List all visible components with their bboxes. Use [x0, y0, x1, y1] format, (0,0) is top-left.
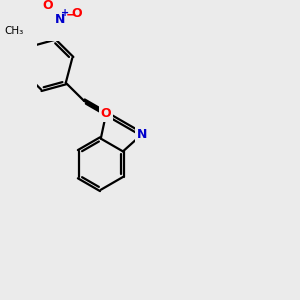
Text: −: − — [66, 8, 76, 21]
Text: N: N — [137, 128, 147, 141]
Text: N: N — [55, 13, 65, 26]
Text: O: O — [101, 107, 111, 120]
Text: O: O — [72, 7, 82, 20]
Text: CH₃: CH₃ — [4, 26, 24, 37]
Text: +: + — [61, 8, 69, 18]
Text: O: O — [42, 0, 52, 12]
